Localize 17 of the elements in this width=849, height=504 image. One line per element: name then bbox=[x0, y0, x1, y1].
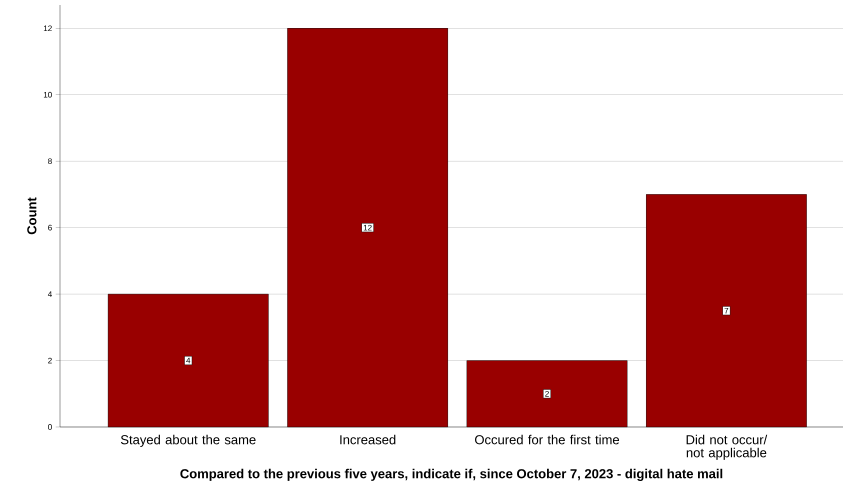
y-tick-label: 4 bbox=[48, 291, 52, 297]
y-tick-label: 0 bbox=[48, 424, 52, 430]
x-tick-label: Increased bbox=[340, 434, 396, 444]
data-label: 12 bbox=[364, 224, 372, 230]
y-tick-label: 8 bbox=[48, 158, 52, 164]
y-tick-label: 12 bbox=[44, 25, 52, 32]
data-label: 2 bbox=[545, 390, 549, 397]
y-axis-title: Count bbox=[27, 197, 36, 234]
x-tick-label: Occured for the first time bbox=[475, 434, 620, 444]
x-axis-title: Compared to the previous five years, indicate if, since October 7, 2023 - digital hate mail bbox=[180, 468, 722, 481]
data-label: 4 bbox=[186, 358, 190, 364]
y-tick-label: 10 bbox=[44, 92, 52, 98]
data-label: 7 bbox=[724, 308, 728, 314]
y-tick-label: 6 bbox=[48, 224, 52, 230]
y-tick-label: 2 bbox=[48, 358, 52, 364]
x-tick-label: Stayed about the same bbox=[120, 434, 256, 447]
x-tick-label: Did not occur/ not applicable bbox=[686, 434, 768, 460]
